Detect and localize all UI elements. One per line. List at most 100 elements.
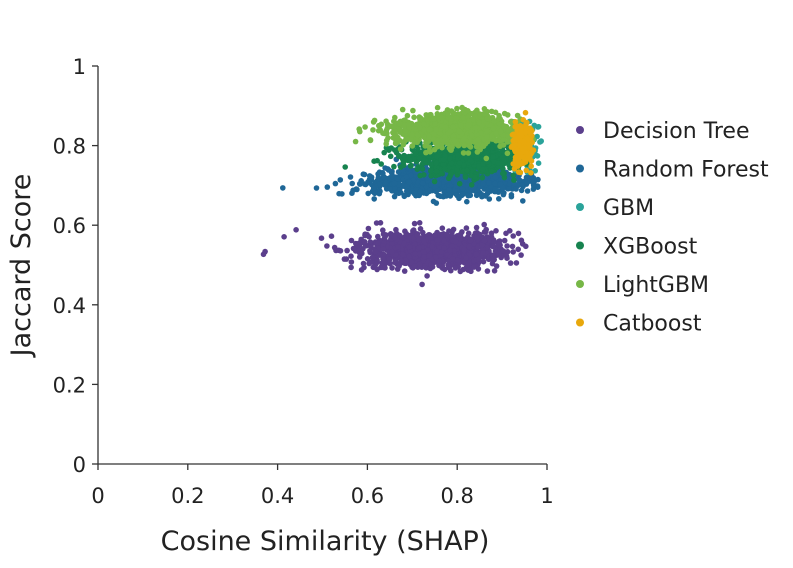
data-point-lightgbm (472, 125, 479, 131)
data-point-lightgbm (453, 115, 459, 121)
data-point-decision-tree (343, 256, 350, 262)
data-point-xgboost (428, 168, 434, 174)
legend-marker (576, 126, 584, 134)
data-point-random-forest (313, 185, 320, 191)
data-point-catboost (518, 160, 525, 166)
series-catboost (508, 109, 537, 176)
data-point-lightgbm (475, 137, 481, 143)
data-point-random-forest (506, 184, 512, 191)
data-point-decision-tree (457, 231, 464, 238)
data-point-decision-tree (416, 244, 423, 251)
data-point-random-forest (391, 180, 398, 187)
data-point-lightgbm (371, 117, 378, 124)
data-point-lightgbm (424, 116, 431, 122)
data-point-xgboost (499, 148, 505, 154)
data-point-lightgbm (431, 146, 438, 153)
data-point-xgboost (440, 161, 447, 168)
x-axis-title: Cosine Similarity (SHAP) (161, 526, 490, 557)
data-point-lightgbm (465, 150, 472, 156)
data-point-catboost (527, 144, 533, 151)
data-point-decision-tree (426, 253, 432, 259)
data-point-decision-tree (350, 245, 357, 252)
data-point-lightgbm (404, 136, 411, 142)
data-point-catboost (522, 129, 529, 136)
data-point-xgboost (463, 154, 470, 161)
data-point-lightgbm (402, 117, 408, 123)
data-point-decision-tree (501, 237, 508, 244)
data-point-lightgbm (504, 150, 511, 157)
data-point-xgboost (448, 160, 455, 166)
data-point-lightgbm (500, 136, 507, 143)
data-point-lightgbm (423, 142, 429, 149)
data-point-decision-tree (461, 247, 467, 253)
data-point-xgboost (342, 164, 349, 170)
data-point-lightgbm (434, 111, 441, 117)
data-point-xgboost (448, 171, 454, 177)
y-tick-label: 0.2 (53, 373, 86, 397)
legend-item-lightgbm: LightGBM (576, 273, 709, 298)
data-point-random-forest (496, 196, 502, 202)
data-point-random-forest (389, 173, 395, 180)
data-point-random-forest (349, 180, 356, 187)
data-point-catboost (517, 169, 524, 176)
data-point-lightgbm (399, 106, 406, 113)
data-point-xgboost (490, 154, 496, 160)
series-lightgbm (352, 104, 537, 162)
legend-item-gbm: GBM (576, 196, 654, 221)
data-point-random-forest (354, 186, 360, 193)
data-point-decision-tree (397, 232, 403, 239)
data-point-lightgbm (493, 130, 499, 137)
data-point-decision-tree (466, 243, 473, 250)
data-point-random-forest (486, 180, 492, 186)
y-axis-ticks: 00.20.40.60.81 (53, 55, 98, 477)
data-point-xgboost (433, 160, 439, 167)
data-point-random-forest (513, 186, 519, 192)
data-point-lightgbm (390, 129, 396, 136)
data-point-decision-tree (402, 257, 409, 264)
data-point-lightgbm (445, 111, 451, 118)
data-point-decision-tree (463, 225, 470, 231)
data-point-decision-tree (510, 249, 516, 255)
data-point-lightgbm (504, 112, 511, 118)
data-point-lightgbm (404, 112, 411, 119)
data-point-lightgbm (501, 124, 508, 130)
data-point-decision-tree (260, 251, 267, 258)
data-point-xgboost (387, 153, 394, 160)
legend-item-catboost: Catboost (576, 312, 702, 337)
data-point-xgboost (396, 152, 402, 159)
data-point-lightgbm (409, 131, 415, 138)
legend-item-decision-tree: Decision Tree (576, 119, 750, 144)
data-point-lightgbm (362, 124, 368, 130)
data-point-decision-tree (318, 235, 325, 241)
data-point-xgboost (434, 153, 441, 160)
data-point-decision-tree (490, 255, 496, 262)
data-point-lightgbm (460, 114, 467, 121)
data-point-random-forest (336, 190, 342, 197)
data-point-random-forest (376, 190, 383, 197)
data-point-decision-tree (391, 234, 398, 241)
data-point-catboost (511, 166, 518, 172)
data-point-decision-tree (392, 257, 399, 264)
data-point-xgboost (462, 174, 469, 180)
data-point-catboost (519, 145, 526, 152)
data-point-lightgbm (490, 125, 497, 132)
data-point-decision-tree (483, 228, 489, 235)
data-point-random-forest (391, 193, 398, 200)
data-point-decision-tree (358, 267, 365, 273)
data-point-random-forest (524, 179, 531, 185)
data-point-random-forest (508, 192, 515, 198)
data-point-random-forest (411, 190, 417, 196)
data-point-decision-tree (433, 254, 439, 261)
data-point-random-forest (349, 190, 355, 196)
data-point-random-forest (337, 177, 344, 183)
data-point-lightgbm (461, 142, 468, 149)
data-point-lightgbm (469, 132, 475, 139)
data-point-xgboost (510, 172, 517, 179)
data-point-xgboost (467, 157, 474, 163)
data-point-xgboost (501, 156, 508, 163)
data-point-decision-tree (438, 249, 445, 255)
legend-label: LightGBM (603, 273, 709, 298)
data-point-xgboost (428, 161, 435, 168)
data-point-decision-tree (465, 230, 472, 237)
